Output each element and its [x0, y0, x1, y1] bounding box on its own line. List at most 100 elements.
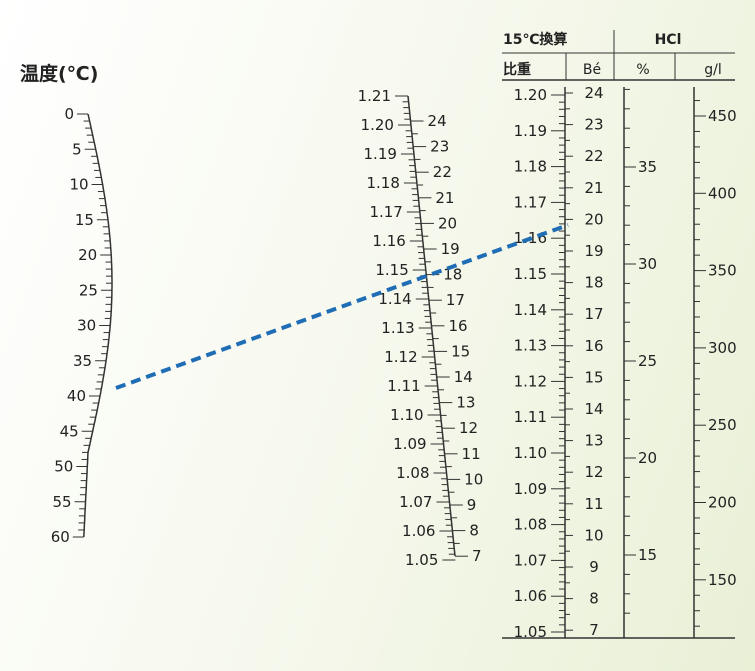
- axis-be-label: 15: [451, 342, 470, 360]
- percent-scale-label: 15: [638, 546, 657, 564]
- axis-be-label: 14: [454, 368, 473, 386]
- percent-scale-label: 25: [638, 352, 657, 370]
- axis-sg-label: 1.06: [402, 522, 435, 540]
- sg-scale-label: 1.11: [514, 408, 547, 426]
- axis-sg-label: 1.19: [364, 145, 397, 163]
- sg-scale-label: 1.19: [514, 122, 547, 140]
- temperature-label: 55: [52, 493, 71, 511]
- temperature-label: 10: [70, 176, 89, 194]
- baume-scale-label: 9: [589, 558, 599, 576]
- sg-scale-label: 1.08: [514, 516, 547, 534]
- baume-scale-label: 21: [584, 179, 603, 197]
- axis-be-label: 10: [464, 470, 483, 488]
- axis-be-label: 19: [441, 240, 460, 258]
- axis-sg-label: 1.20: [361, 116, 394, 134]
- axis-be-label: 13: [456, 394, 475, 412]
- baume-scale-label: 22: [584, 147, 603, 165]
- gpl-scale-label: 250: [708, 416, 737, 434]
- temperature-label: 35: [73, 352, 92, 370]
- axis-sg-label: 1.13: [381, 319, 414, 337]
- axis-be-label: 22: [433, 163, 452, 181]
- temperature-label: 5: [72, 140, 82, 158]
- gpl-scale-label: 300: [708, 339, 737, 357]
- baume-scale-label: 16: [584, 337, 603, 355]
- axis-be-label: 9: [467, 496, 477, 514]
- gpl-scale-label: 200: [708, 494, 737, 512]
- axis-be-label: 11: [462, 445, 481, 463]
- axis-be-label: 21: [435, 189, 454, 207]
- hcl-title: HCl: [655, 32, 682, 48]
- column-gpl: g/l: [704, 62, 722, 78]
- temperature-scale: 温度(℃) 0 5 10 15 20 25 30 35 40 45 50 55 60: [20, 62, 113, 546]
- percent-scale-label: 30: [638, 255, 657, 273]
- baume-scale-label: 13: [584, 432, 603, 450]
- baume-scale-label: 19: [584, 242, 603, 260]
- baume-scale-label: 10: [584, 526, 603, 544]
- sg-scale-label: 1.12: [514, 372, 547, 390]
- column-baume: Bé: [583, 62, 601, 78]
- axis-be-label: 12: [459, 419, 478, 437]
- temperature-label: 45: [60, 422, 79, 440]
- axis-be-label: 16: [448, 317, 467, 335]
- axis-be-label: 7: [472, 547, 482, 565]
- baume-scale-label: 24: [584, 84, 603, 102]
- sg-scale-label: 1.09: [514, 480, 547, 498]
- axis-sg-label: 1.17: [369, 203, 402, 221]
- axis-sg-label: 1.12: [384, 348, 417, 366]
- temperature-label: 25: [79, 281, 98, 299]
- temperature-label: 60: [51, 528, 70, 546]
- axis-be-label: 23: [430, 138, 449, 156]
- baume-scale-label: 14: [584, 400, 603, 418]
- conversion-table: 15℃換算 HCl 比重 Bé % g/l 1.20 1.19 1.18 1.17 1.…: [502, 30, 737, 641]
- baume-scale-label: 23: [584, 116, 603, 134]
- column-percent: %: [636, 62, 649, 78]
- baume-scale-label: 12: [584, 463, 603, 481]
- temperature-title: 温度(℃): [20, 62, 98, 85]
- sg-scale-label: 1.05: [514, 623, 547, 641]
- axis-sg-label: 1.15: [375, 261, 408, 279]
- gpl-scale-label: 150: [708, 571, 737, 589]
- baume-scale-label: 18: [584, 274, 603, 292]
- axis-sg-label: 1.14: [378, 290, 411, 308]
- temperature-label: 40: [67, 387, 86, 405]
- conversion-title: 15℃換算: [503, 31, 567, 48]
- axis-sg-label: 1.10: [390, 406, 423, 424]
- sg-scale-label: 1.10: [514, 444, 547, 462]
- axis-be-label: 24: [428, 112, 447, 130]
- sg-scale-label: 1.15: [514, 265, 547, 283]
- axis-be-label: 8: [469, 522, 479, 540]
- temperature-label: 20: [78, 246, 97, 264]
- axis-sg-label: 1.09: [393, 435, 426, 453]
- axis-sg-label: 1.21: [358, 87, 391, 105]
- baume-scale-label: 8: [589, 590, 599, 608]
- sg-scale-label: 1.14: [514, 301, 547, 319]
- axis-sg-label: 1.16: [372, 232, 405, 250]
- axis-sg-label: 1.05: [405, 551, 438, 569]
- temperature-label: 50: [54, 458, 73, 476]
- gpl-scale-label: 450: [708, 107, 737, 125]
- temperature-label: 15: [75, 211, 94, 229]
- baume-scale-label: 17: [584, 305, 603, 323]
- sg-scale-label: 1.18: [514, 158, 547, 176]
- nomograph-axis: 1.21 1.20 1.19 1.18 1.17 1.16 1.15 1.14 1.13 1.12…: [358, 87, 484, 569]
- sg-scale-label: 1.07: [514, 551, 547, 569]
- axis-sg-label: 1.11: [387, 377, 420, 395]
- axis-be-label: 20: [438, 214, 457, 232]
- percent-scale-label: 20: [638, 449, 657, 467]
- temperature-label: 0: [64, 105, 74, 123]
- baume-scale-label: 20: [584, 210, 603, 228]
- baume-scale-label: 11: [584, 495, 603, 513]
- temperature-label: 30: [77, 317, 96, 335]
- sg-scale-label: 1.20: [514, 86, 547, 104]
- axis-be-label: 17: [446, 291, 465, 309]
- baume-scale-label: 7: [589, 621, 599, 639]
- sg-scale-label: 1.06: [514, 587, 547, 605]
- sg-scale-label: 1.17: [514, 193, 547, 211]
- reading-line: [115, 223, 569, 390]
- axis-sg-label: 1.07: [399, 493, 432, 511]
- gpl-scale-label: 400: [708, 184, 737, 202]
- percent-scale-label: 35: [638, 158, 657, 176]
- sg-scale-label: 1.13: [514, 337, 547, 355]
- gpl-scale-label: 350: [708, 262, 737, 280]
